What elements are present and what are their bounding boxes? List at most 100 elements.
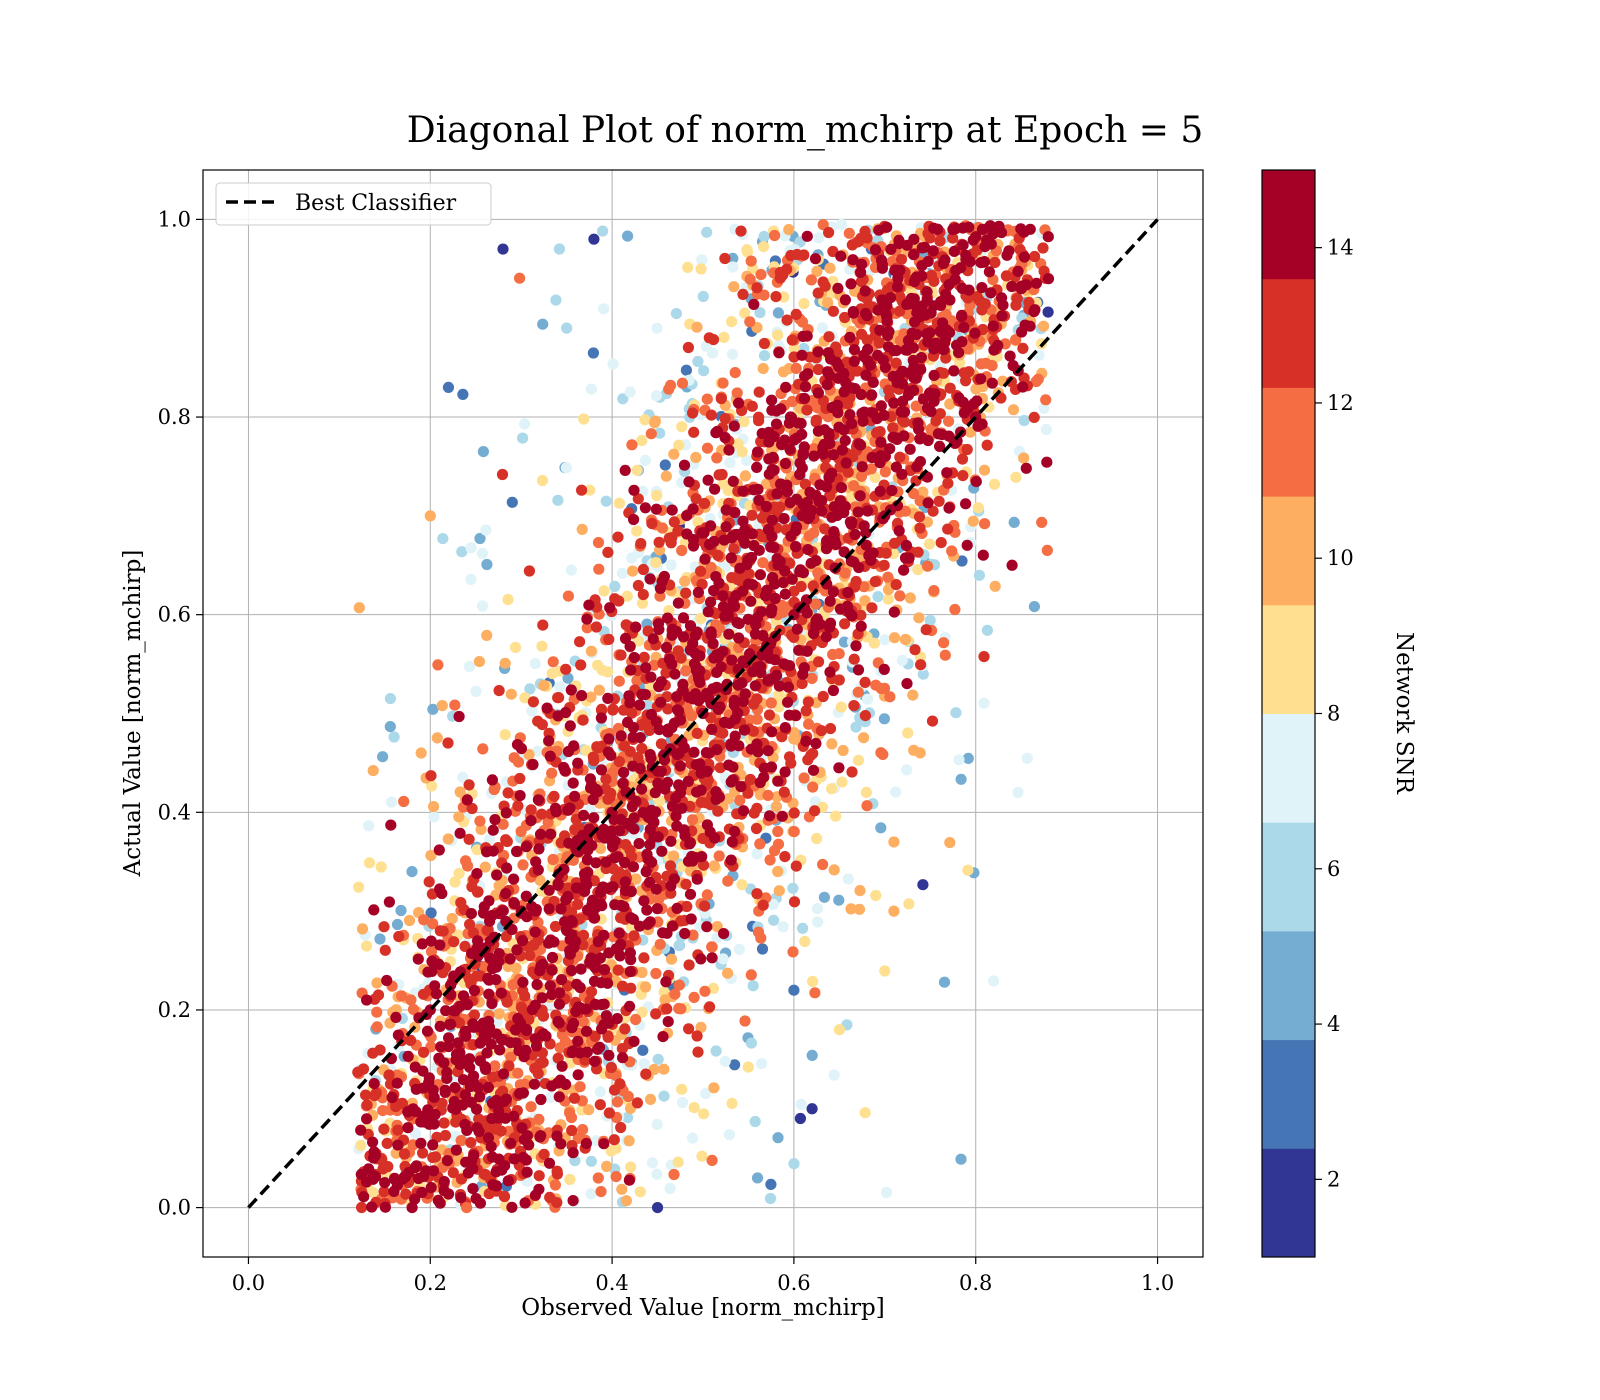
scatter-point (928, 275, 940, 287)
scatter-point (645, 752, 657, 765)
scatter-point (626, 439, 638, 451)
scatter-point (546, 767, 558, 779)
scatter-point (768, 845, 781, 857)
scatter-point (755, 660, 767, 673)
scatter-point (718, 928, 730, 940)
scatter-point (488, 783, 500, 796)
scatter-point (882, 330, 894, 342)
scatter-point (676, 802, 688, 814)
scatter-point (1028, 306, 1040, 318)
scatter-point (650, 967, 662, 980)
scatter-point (542, 816, 554, 828)
scatter-point (577, 1124, 589, 1136)
scatter-point (564, 802, 576, 814)
scatter-point (589, 1030, 601, 1042)
scatter-point (986, 377, 998, 389)
scatter-point (812, 916, 824, 928)
scatter-point (934, 440, 946, 452)
scatter-point (427, 703, 439, 715)
scatter-point (738, 724, 751, 736)
scatter-point (772, 865, 784, 878)
scatter-point (875, 822, 887, 834)
scatter-point (575, 963, 587, 975)
scatter-point (914, 522, 926, 534)
scatter-point (418, 914, 430, 926)
scatter-point (739, 688, 751, 700)
scatter-point (782, 696, 794, 708)
scatter-point (888, 836, 900, 848)
scatter-point (536, 992, 548, 1004)
scatter-point (726, 836, 738, 848)
scatter-point (753, 544, 765, 556)
scatter-point (882, 593, 895, 605)
scatter-point (526, 705, 538, 717)
scatter-point (615, 649, 627, 661)
scatter-point (471, 868, 483, 880)
scatter-point (971, 395, 983, 407)
scatter-point (553, 1091, 565, 1103)
scatter-point (468, 984, 481, 997)
scatter-point (840, 377, 852, 389)
scatter-point (410, 1083, 422, 1095)
scatter-point (536, 808, 548, 820)
scatter-point (884, 691, 896, 703)
scatter-point (402, 1122, 414, 1134)
scatter-point (534, 965, 546, 977)
scatter-point (943, 430, 955, 442)
scatter-point (924, 614, 936, 627)
scatter-point (733, 632, 745, 644)
scatter-point (1007, 360, 1019, 372)
scatter-point (799, 935, 811, 948)
scatter-point (868, 637, 881, 649)
scatter-point (427, 1165, 440, 1177)
scatter-point (839, 311, 851, 324)
scatter-point (640, 1068, 652, 1080)
scatter-point (527, 758, 539, 771)
scatter-point (575, 659, 587, 671)
scatter-point (494, 908, 506, 920)
scatter-point (355, 1124, 367, 1136)
scatter-point (794, 566, 806, 578)
scatter-point (412, 953, 424, 965)
scatter-point (682, 341, 695, 354)
scatter-point (842, 873, 854, 885)
scatter-point (402, 1106, 414, 1118)
scatter-point (498, 1095, 510, 1107)
scatter-point (642, 700, 654, 712)
scatter-point (917, 668, 929, 680)
scatter-point (680, 878, 692, 890)
scatter-point (465, 1137, 477, 1149)
scatter-point (957, 239, 969, 251)
scatter-point (417, 1147, 429, 1159)
scatter-point (758, 337, 771, 350)
scatter-point (633, 838, 645, 850)
scatter-point (707, 347, 719, 359)
scatter-point (807, 975, 819, 988)
scatter-point (928, 585, 940, 597)
scatter-point (757, 899, 769, 911)
scatter-point (806, 672, 818, 685)
scatter-point (894, 451, 906, 463)
scatter-point (688, 991, 700, 1004)
scatter-point (436, 1097, 448, 1109)
scatter-point (367, 1169, 379, 1182)
scatter-point (890, 579, 902, 591)
scatter-point (839, 435, 851, 447)
scatter-point (833, 421, 845, 433)
reference-line-layer (247, 218, 1159, 1209)
scatter-point (640, 662, 652, 674)
scatter-point (955, 1153, 967, 1165)
scatter-point (449, 1082, 461, 1094)
scatter-point (607, 358, 619, 370)
scatter-point (710, 427, 722, 439)
scatter-point (942, 523, 954, 535)
scatter-point (425, 945, 438, 958)
scatter-point (928, 222, 940, 234)
scatter-point (636, 688, 648, 701)
scatter-point (464, 918, 476, 930)
scatter-point (916, 260, 928, 272)
scatter-point (1006, 559, 1018, 571)
scatter-point (676, 544, 688, 557)
scatter-point (428, 811, 440, 823)
scatter-point (817, 276, 829, 288)
